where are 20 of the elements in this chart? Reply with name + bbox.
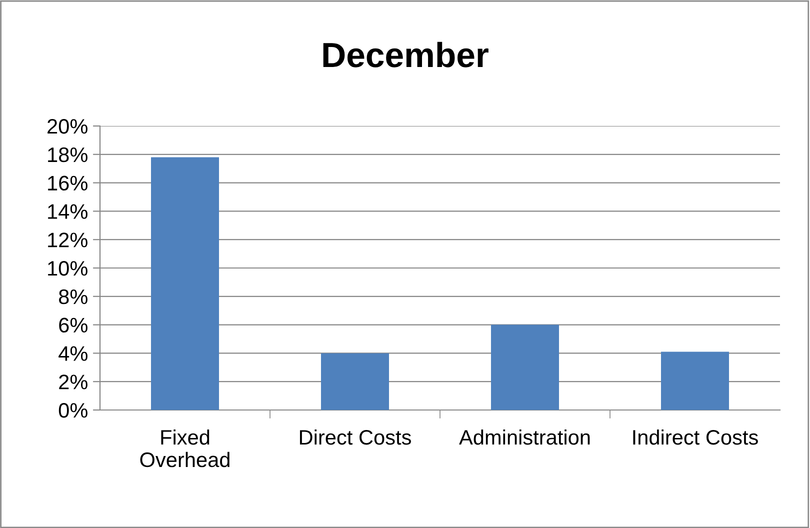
y-tick-label: 0% <box>58 403 88 418</box>
chart-title: December <box>323 42 488 68</box>
y-tick-label: 8% <box>58 289 88 304</box>
y-tick-label: 6% <box>59 318 88 333</box>
y-tick-label: 16% <box>48 176 88 191</box>
bar <box>491 324 559 410</box>
x-tick-label: Administration <box>459 429 590 445</box>
y-tick-label: 18% <box>48 147 88 162</box>
y-tick-label: 4% <box>58 346 88 361</box>
bar <box>321 353 389 410</box>
x-tick-label: Indirect Costs <box>633 429 758 445</box>
bar <box>151 157 219 410</box>
y-tick-label: 2% <box>59 374 88 390</box>
bar <box>661 352 729 410</box>
y-tick-label: 10% <box>48 261 88 276</box>
y-tick-label: 14% <box>48 204 88 219</box>
y-tick-label: 20% <box>48 119 88 134</box>
x-tick-label: Fixed Overhead <box>140 429 230 468</box>
x-tick-label: Direct Costs <box>300 429 411 445</box>
y-tick-label: 12% <box>48 232 88 248</box>
